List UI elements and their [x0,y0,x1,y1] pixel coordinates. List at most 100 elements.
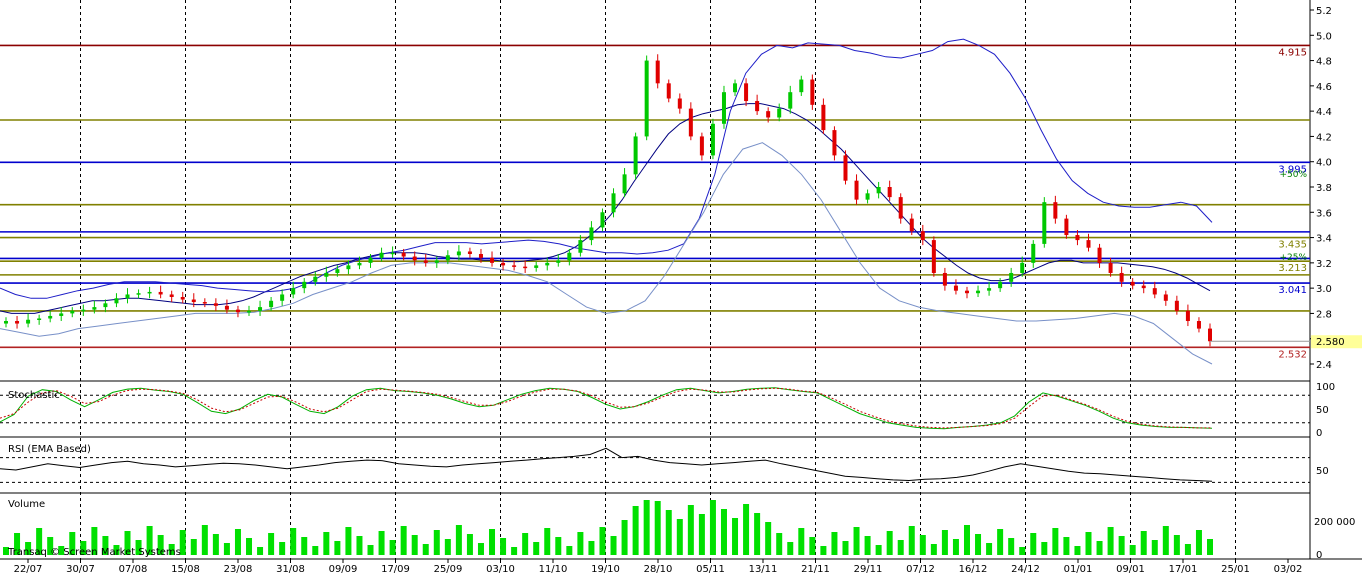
volume-bar [820,546,827,555]
volume-bar [69,532,76,555]
candle-body [688,108,693,137]
stochastic-d-line [0,387,1212,429]
volume-bar [489,529,496,555]
candle-body [169,294,174,297]
candle-body [666,83,671,99]
volume-bar [522,533,529,555]
volume-bar [411,535,418,555]
candle-body [523,266,528,269]
volume-bar [511,547,518,555]
candle-body [434,260,439,263]
volume-bar [1129,545,1136,555]
candle-body [114,298,119,304]
y-tick-label: 4.0 [1316,158,1332,169]
candle-body [423,260,428,263]
volume-bar [1030,533,1037,555]
volume-bar [433,530,440,555]
candle-body [589,227,594,241]
volume-bar [698,514,705,555]
candle-body [1208,328,1212,342]
candle-body [1064,218,1069,236]
candle-body [1196,321,1201,329]
volume-bar [743,504,750,555]
x-tick-label: 25/01 [1221,564,1250,575]
volume-bar [566,546,573,555]
axis-labels: 22/07 30/07 07/08 15/08 23/08 31/08 09/09 17/09… [14,6,1362,575]
candle-body [1020,262,1025,273]
volume-bar [897,540,904,555]
candle-body [1119,272,1124,282]
volume-bar [908,526,915,555]
volume-bar [234,529,241,555]
candle-body [1185,310,1190,322]
candle-body [556,260,561,263]
candle-body [810,79,815,105]
x-tick-label: 22/07 [14,564,43,575]
volume-bar [80,541,87,555]
candlesticks [4,54,1212,347]
level-label: 3.213 [1278,263,1307,274]
stochastic-title: Stochastic [8,390,60,401]
candle-body [843,155,848,181]
volume-bar [389,540,396,555]
volume-bar [1118,536,1125,555]
x-tick-label: 15/08 [171,564,200,575]
volume-bar [290,528,297,555]
x-tick-label: 07/12 [906,564,935,575]
stochastic-panel: 100 50 0 [0,382,1335,439]
volume-bar [1008,538,1015,555]
y-tick-label: 2.8 [1316,309,1332,320]
candle-body [964,290,969,294]
candle-body [799,79,804,93]
candle-body [247,310,252,313]
candle-body [887,187,892,198]
candle-body [346,265,351,270]
candle-body [1086,240,1091,248]
volume-bar [1085,532,1092,555]
rsi-line [0,447,1213,482]
y-tick-label: 3.4 [1316,234,1332,245]
x-tick-label: 09/09 [329,564,358,575]
candle-body [324,272,329,277]
volume-bar [455,525,462,555]
volume-bar [577,532,584,555]
bollinger-upper-line [0,38,1213,299]
volume-bar [102,536,109,555]
x-tick-label: 28/10 [644,564,673,575]
y-tick-label: 4.8 [1316,57,1332,68]
candle-body [976,290,981,294]
volume-tick-label: 200 000 [1314,517,1355,528]
indicator-bands [0,38,1213,365]
stochastic-k-line [0,387,1213,430]
volume-bar [809,537,816,555]
volume-panel: 200 000 0 [3,500,1355,561]
candle-body [478,254,483,258]
stochastic-tick-label: 100 [1316,382,1335,393]
level-percent-label: +25% [1279,253,1307,263]
volume-bar [610,536,617,555]
volume-bar [47,537,54,555]
volume-bar [257,547,264,555]
volume-bar [1096,541,1103,555]
volume-bar [1140,531,1147,555]
volume-bar [842,541,849,555]
volume-bar [720,509,727,555]
candle-body [92,307,97,310]
candle-body [744,83,749,102]
volume-bar [36,528,43,555]
y-tick-label: 4.2 [1316,132,1332,143]
candle-body [622,174,627,194]
candle-body [611,193,616,213]
x-tick-label: 17/01 [1169,564,1198,575]
candle-body [578,240,583,253]
candle-body [953,285,958,291]
volume-bar [345,527,352,555]
candle-body [545,262,550,266]
level-label: 3.041 [1278,285,1307,296]
candle-body [15,321,20,324]
rsi-tick-label: 50 [1316,466,1329,477]
candle-body [1031,243,1036,263]
volume-bar [875,545,882,555]
candle-body [567,252,572,261]
